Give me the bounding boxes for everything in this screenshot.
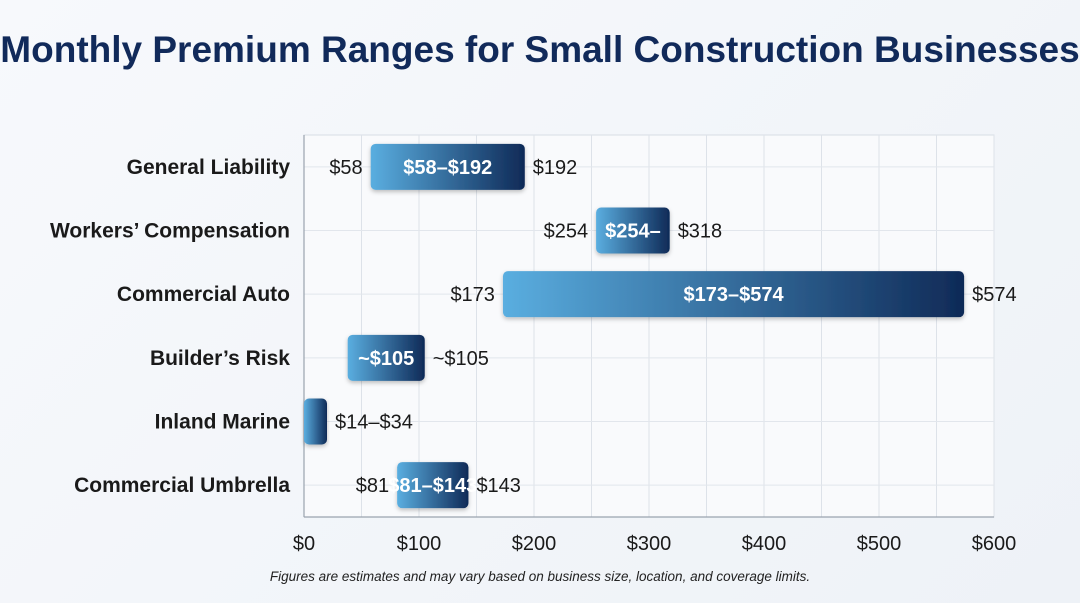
x-tick-label: $300	[627, 533, 672, 555]
bar-high-label: $143	[476, 475, 521, 497]
x-tick-label: $0	[293, 533, 315, 555]
category-label: Commercial Umbrella	[74, 474, 290, 497]
bar-low-label: $81	[356, 475, 389, 497]
x-tick-label: $500	[857, 533, 902, 555]
x-tick-label: $200	[512, 533, 557, 555]
range-bar	[347, 334, 425, 381]
bar-low-label: $254	[544, 221, 589, 243]
range-bar	[397, 462, 469, 509]
bar-low-label: $173	[450, 284, 495, 306]
range-bar	[370, 143, 525, 190]
category-label: Inland Marine	[155, 411, 290, 434]
bar-inner-label: $81–$143	[388, 475, 477, 497]
category-label: General Liability	[127, 156, 291, 179]
bar-inner-label: ~$105	[358, 348, 414, 370]
x-tick-label: $100	[397, 533, 442, 555]
bar-high-label: $192	[533, 157, 578, 179]
bar-inner-label: $173–$574	[683, 284, 784, 306]
category-label: Commercial Auto	[117, 283, 290, 306]
bar-inner-label: $254–	[605, 221, 661, 243]
x-tick-label: $400	[742, 533, 787, 555]
range-bar	[596, 207, 670, 254]
bar-high-label: $14–$34	[335, 412, 413, 434]
x-tick-label: $600	[972, 533, 1017, 555]
bar-high-label: $318	[678, 221, 723, 243]
range-bar	[502, 271, 965, 318]
bar-inner-label: $58–$192	[403, 157, 492, 179]
chart-title: Monthly Premium Ranges for Small Constru…	[0, 29, 1080, 70]
range-bar	[304, 398, 327, 445]
bar-high-label: $574	[972, 284, 1017, 306]
category-label: Workers’ Compensation	[50, 220, 290, 243]
footnote: Figures are estimates and may vary based…	[269, 569, 811, 584]
category-label: Builder’s Risk	[150, 347, 290, 370]
bar-low-label: $58	[329, 157, 362, 179]
bar-high-label: ~$105	[433, 348, 489, 370]
